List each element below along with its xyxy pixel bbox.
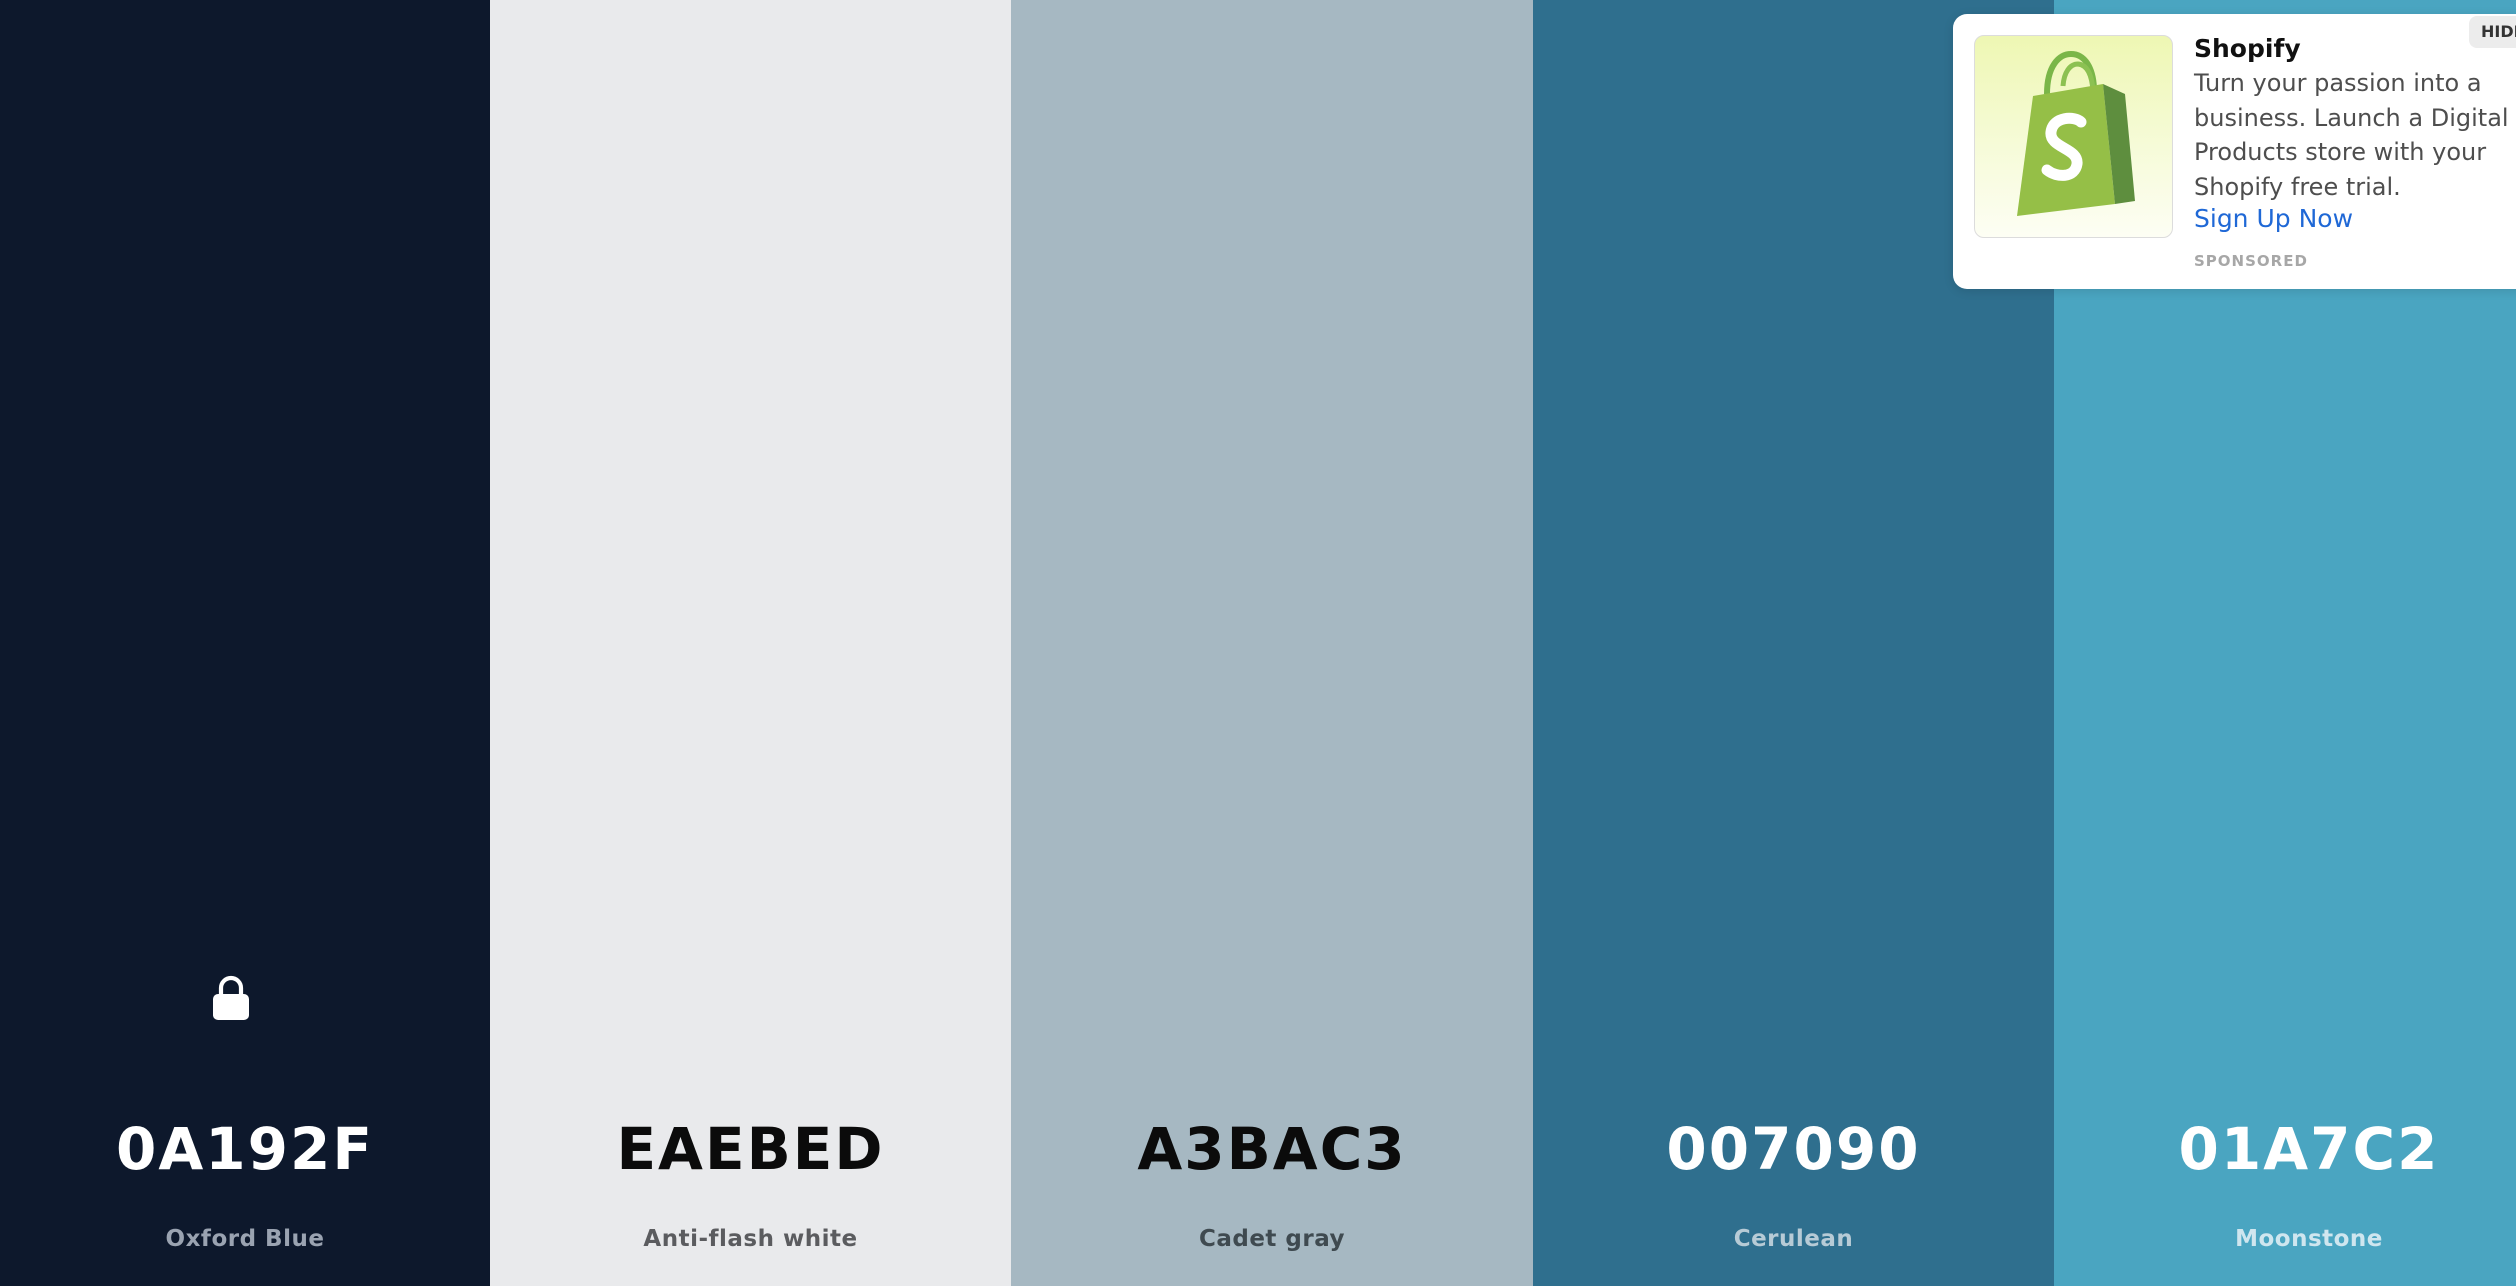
color-name[interactable]: Moonstone <box>2235 1226 2383 1252</box>
sign-up-link[interactable]: Sign Up Now <box>2194 204 2354 233</box>
hex-code[interactable]: 007090 <box>1666 1115 1921 1183</box>
ad-image[interactable] <box>1974 35 2173 238</box>
color-name[interactable]: Cadet gray <box>1198 1226 1346 1252</box>
swatch-anti-flash-white[interactable]: EAEBED Anti-flash white <box>490 0 1011 1286</box>
sponsored-label: SPONSORED <box>2194 252 2308 270</box>
color-name[interactable]: Cerulean <box>1733 1226 1854 1252</box>
lock-icon[interactable] <box>212 975 250 1021</box>
sponsored-ad-card[interactable]: Shopify Turn your passion into a busines… <box>1953 14 2516 289</box>
swatch-cadet-gray[interactable]: A3BAC3 Cadet gray <box>1011 0 1533 1286</box>
hex-code[interactable]: EAEBED <box>616 1115 885 1183</box>
ad-title[interactable]: Shopify <box>2194 34 2301 63</box>
swatch-oxford-blue[interactable]: 0A192F Oxford Blue <box>0 0 490 1286</box>
color-name[interactable]: Oxford Blue <box>165 1226 325 1252</box>
swatch-cerulean[interactable]: 007090 Cerulean <box>1533 0 2054 1286</box>
shopify-bag-icon <box>2017 50 2135 216</box>
hex-code[interactable]: 01A7C2 <box>2178 1115 2440 1183</box>
hex-code[interactable]: 0A192F <box>116 1115 374 1183</box>
hex-code[interactable]: A3BAC3 <box>1137 1115 1407 1183</box>
hide-ad-button[interactable]: HIDE <box>2469 16 2516 48</box>
color-name[interactable]: Anti-flash white <box>643 1226 858 1252</box>
ad-body-text[interactable]: Turn your passion into a business. Launc… <box>2194 69 2509 201</box>
